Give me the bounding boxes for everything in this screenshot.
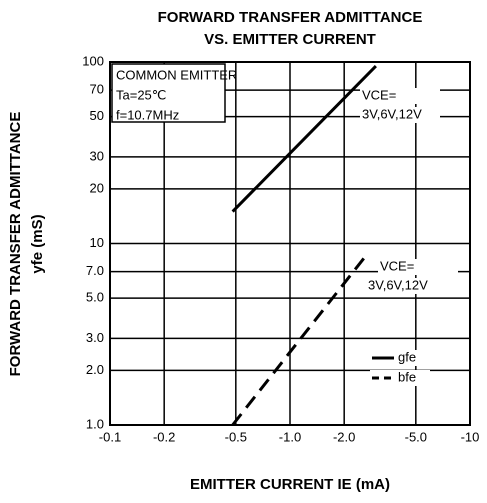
y-tick-label: 100 — [82, 53, 104, 68]
plot-frame — [109, 61, 471, 426]
legend-label: bfe — [398, 369, 416, 384]
chart-title: FORWARD TRANSFER ADMITTANCE — [158, 9, 423, 26]
line — [231, 256, 366, 426]
y-tick-label: 5.0 — [86, 290, 104, 305]
annotation: 3V,6V,12V — [368, 277, 428, 292]
y-axis-label: FORWARD TRANSFER ADMITTANCE — [7, 112, 24, 377]
annotation-bg — [378, 259, 458, 275]
annotation: 3V,6V,12V — [362, 106, 422, 121]
annotation-box — [111, 63, 226, 123]
annotation: f=10.7MHz — [116, 107, 179, 122]
x-tick-label: -1.0 — [279, 429, 301, 444]
annotation: VCE= — [380, 258, 414, 273]
x-tick-label: -2.0 — [333, 429, 355, 444]
annotation: Ta=25℃ — [116, 87, 166, 102]
y-tick-label: 70 — [90, 82, 104, 97]
annotation-bg — [360, 107, 440, 123]
y-tick-label: 3.0 — [86, 330, 104, 345]
y-axis-label: yfe (mS) — [29, 214, 46, 273]
annotation-bg — [360, 88, 440, 104]
legend-bg — [370, 350, 430, 366]
x-tick-label: -0.2 — [153, 429, 175, 444]
x-tick-label: -0.5 — [225, 429, 247, 444]
annotation: COMMON EMITTER — [116, 67, 237, 82]
x-axis-label: EMITTER CURRENT IE (mA) — [190, 476, 390, 493]
y-tick-label: 50 — [90, 108, 104, 123]
x-tick-label: -10 — [461, 429, 480, 444]
legend-label: gfe — [398, 349, 416, 364]
annotation-bg — [366, 278, 446, 294]
y-tick-label: 2.0 — [86, 362, 104, 377]
x-tick-label: -5.0 — [405, 429, 427, 444]
line — [231, 64, 377, 213]
chart-title: VS. EMITTER CURRENT — [204, 31, 376, 48]
y-tick-label: 1.0 — [86, 416, 104, 431]
y-tick-label: 30 — [90, 148, 104, 163]
y-tick-label: 10 — [90, 235, 104, 250]
legend-bg — [370, 370, 430, 386]
y-tick-label: 20 — [90, 180, 104, 195]
y-tick-label: 7.0 — [86, 263, 104, 278]
x-tick-label: -0.1 — [99, 429, 121, 444]
annotation: VCE= — [362, 87, 396, 102]
